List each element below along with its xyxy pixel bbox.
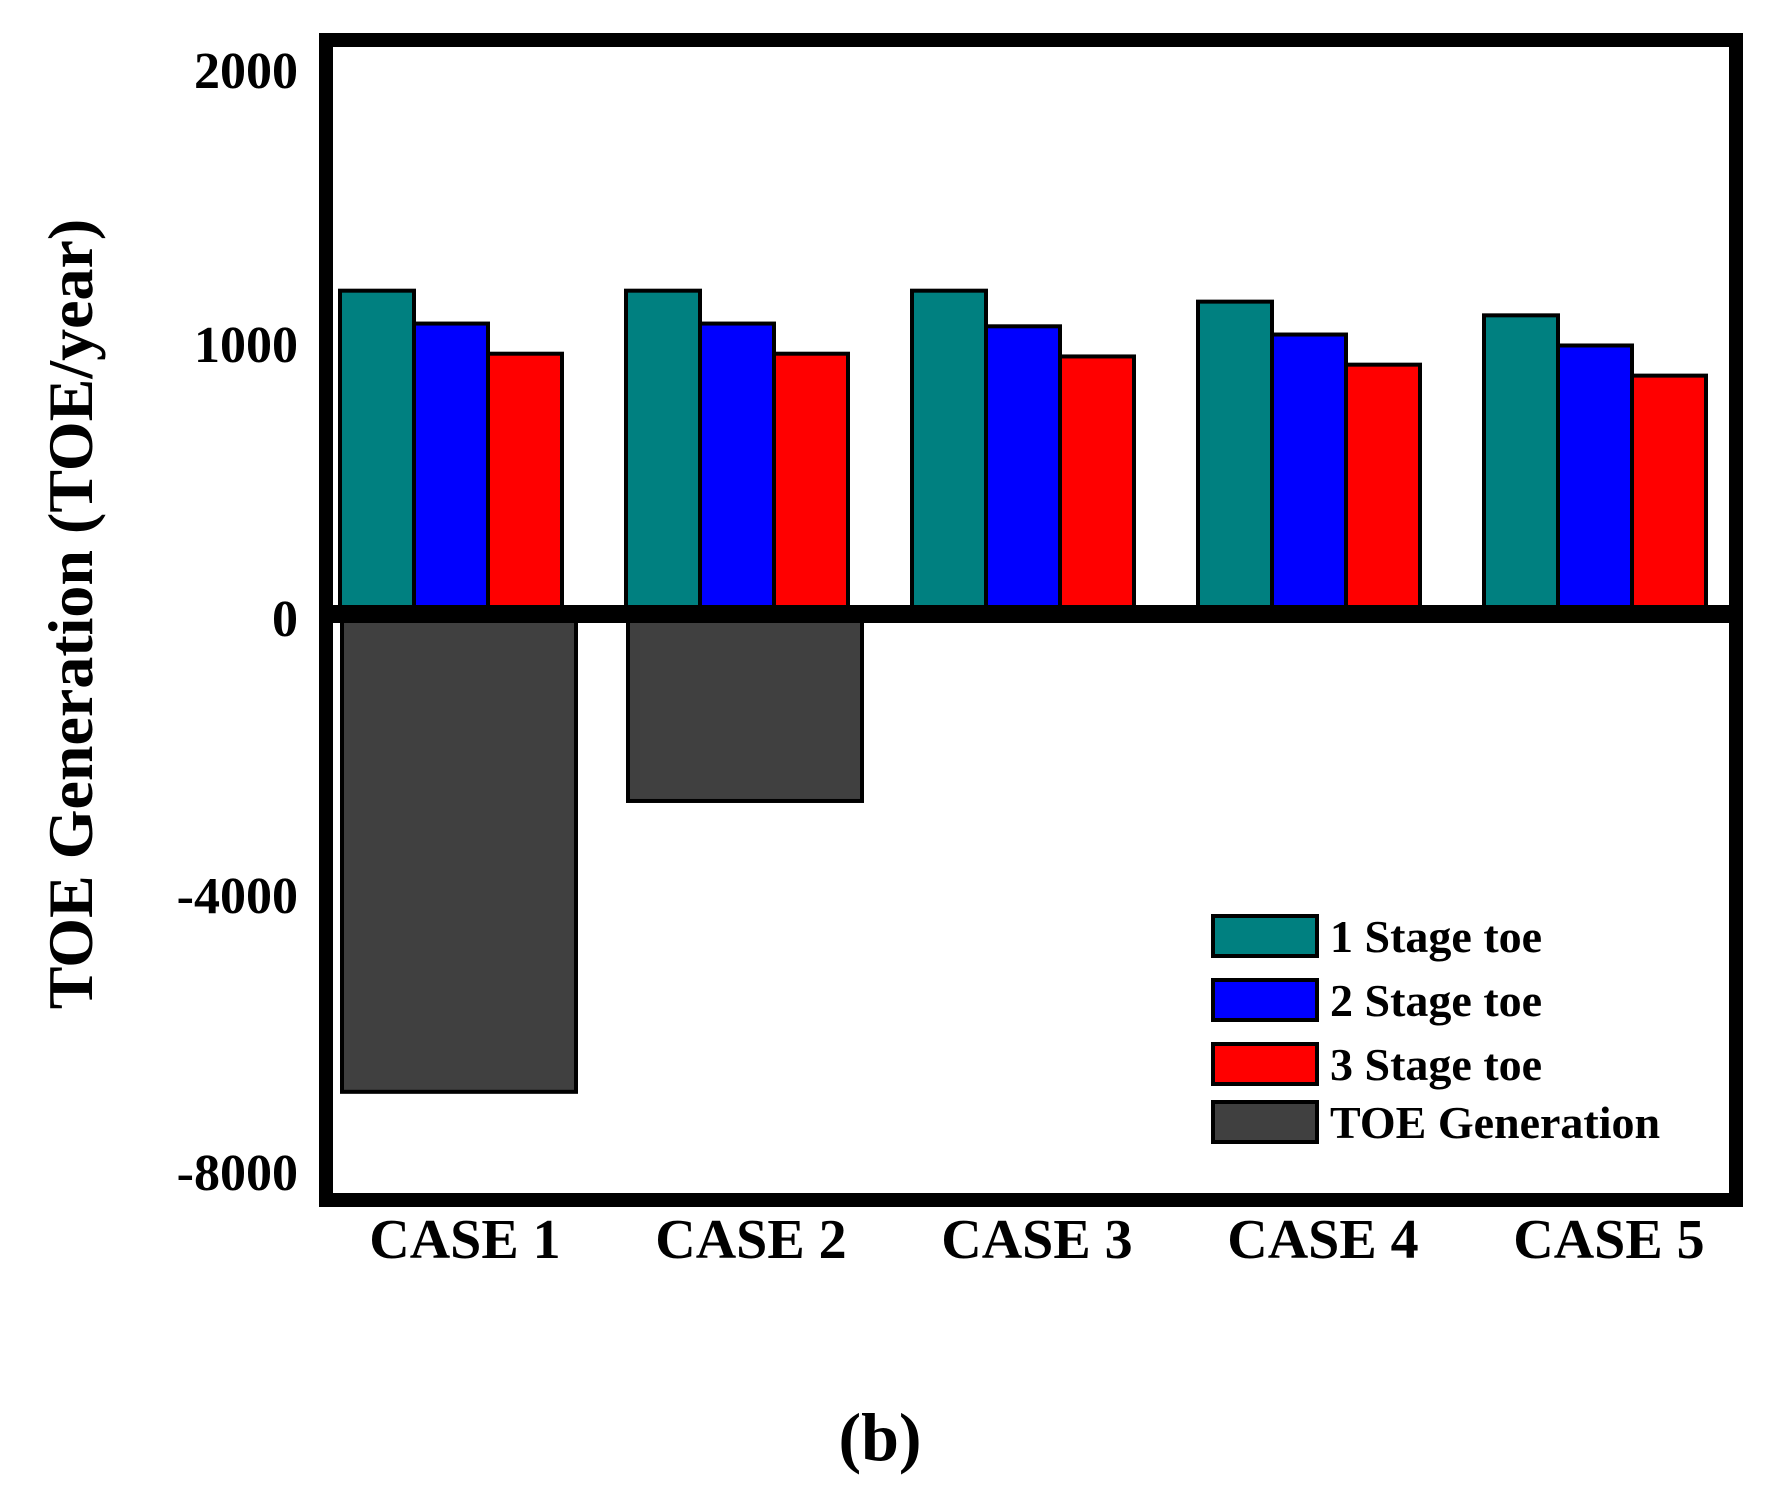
- legend: 1 Stage toe 2 Stage toe 3 Stage toe TOE Gen…: [1211, 911, 1660, 1148]
- bar-stage-2-case-3: [984, 324, 1062, 616]
- bar-toe-generation-case-2: [626, 612, 864, 803]
- x-tick-label-3: CASE 3: [941, 1209, 1132, 1271]
- legend-label-3: 3 Stage toe: [1330, 1039, 1542, 1090]
- bar-stage-1-case-1: [338, 288, 416, 616]
- legend-swatch-4: [1211, 1100, 1319, 1144]
- x-tick-label-2: CASE 2: [655, 1209, 846, 1271]
- y-tick-label-1: 1000: [194, 317, 298, 374]
- figure-caption: (b): [838, 1399, 921, 1475]
- bar-stage-3-case-1: [486, 351, 564, 616]
- x-tick-label-5: CASE 5: [1513, 1209, 1704, 1271]
- bar-stage-2-case-4: [1270, 332, 1348, 616]
- x-tick-label-1: CASE 1: [369, 1209, 560, 1271]
- bar-stage-1-case-2: [624, 288, 702, 616]
- y-tick-label-4: -8000: [177, 1145, 298, 1202]
- bar-stage-1-case-4: [1196, 299, 1274, 616]
- legend-label-2: 2 Stage toe: [1330, 975, 1542, 1026]
- y-tick-labels: 2000 1000 0 -4000 -8000: [177, 43, 298, 1202]
- legend-swatch-3: [1211, 1042, 1319, 1086]
- y-tick-label-3: -4000: [177, 868, 298, 925]
- bar-stage-3-case-4: [1344, 362, 1422, 616]
- legend-swatch-2: [1211, 978, 1319, 1022]
- bar-stage-2-case-2: [698, 321, 776, 616]
- bar-stage-1-case-5: [1482, 313, 1560, 616]
- bar-toe-generation-case-1: [340, 612, 578, 1094]
- bar-stage-3-case-3: [1058, 354, 1136, 616]
- x-tick-labels: CASE 1 CASE 2 CASE 3 CASE 4 CASE 5: [369, 1209, 1704, 1271]
- legend-swatch-1: [1211, 914, 1319, 958]
- bars-layer: [338, 288, 1708, 1094]
- bar-stage-1-case-3: [910, 288, 988, 616]
- y-tick-label-2: 0: [272, 591, 298, 648]
- legend-label-4: TOE Generation: [1330, 1097, 1660, 1148]
- bar-stage-3-case-5: [1630, 373, 1708, 616]
- y-axis-label: TOE Generation (TOE/year): [35, 219, 106, 1010]
- legend-label-1: 1 Stage toe: [1330, 911, 1542, 962]
- bar-stage-2-case-1: [412, 321, 490, 616]
- y-tick-label-0: 2000: [194, 43, 298, 100]
- bar-stage-2-case-5: [1556, 343, 1634, 616]
- x-tick-label-4: CASE 4: [1227, 1209, 1418, 1271]
- bar-stage-3-case-2: [772, 351, 850, 616]
